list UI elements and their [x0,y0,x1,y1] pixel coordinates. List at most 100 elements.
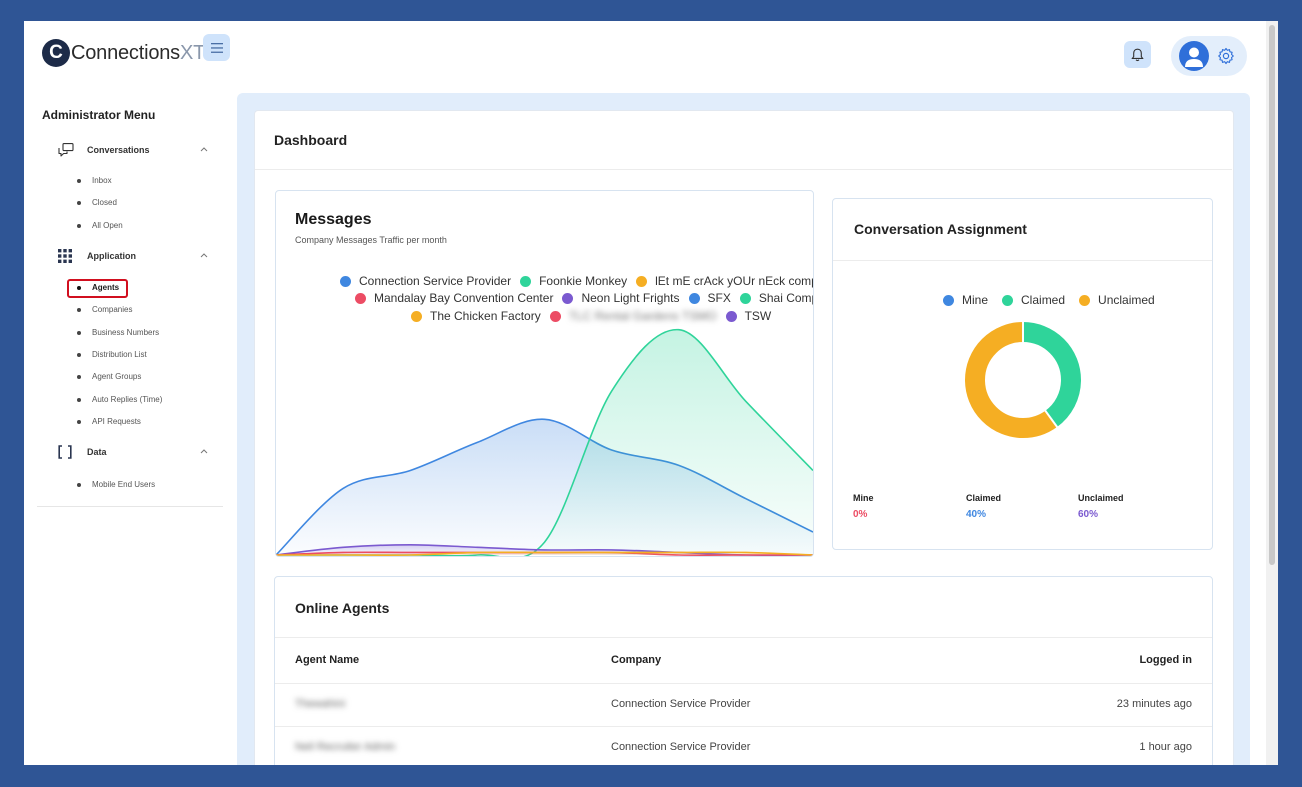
chart-legend-row: Connection Service Provider Foonkie Monk… [340,274,813,288]
chevron-up-icon[interactable] [200,448,208,454]
sidebar-section-label: Conversations [87,145,150,155]
legend-dot [549,310,561,322]
series-area [276,329,813,556]
stat-mine: Mine 0% [853,493,874,520]
table-row[interactable]: Thewahini Connection Service Provider 23… [275,683,1212,727]
logo-text: ConnectionsXT™ [71,42,211,65]
logo-suffix: XT [179,41,206,64]
legend-dot [739,292,751,304]
chat-bubbles-icon [58,143,74,157]
messages-area-chart [276,328,813,556]
bullet-dot [77,286,81,290]
profile-menu[interactable] [1171,36,1247,76]
stat-value: 40% [966,509,987,520]
series-line[interactable] [276,551,813,556]
legend-dot [340,275,351,287]
scrollbar-thumb[interactable] [1269,25,1275,565]
legend-item[interactable]: TSW [725,309,771,323]
legend-dot [411,310,422,322]
legend-label: Shai Compa [758,291,813,305]
legend-label: Neon Light Frights [581,291,680,305]
legend-item[interactable]: Foonkie Monkey [520,274,627,288]
divider [255,169,1232,170]
legend-dot [725,310,737,322]
card-title: Online Agents [295,600,390,616]
legend-label: Unclaimed [1098,293,1155,307]
page-title: Dashboard [274,132,348,148]
legend-item[interactable]: lEt mE crAck yOUr nEck compar [636,274,813,288]
legend-item[interactable]: Unclaimed [1079,293,1155,307]
notifications-button[interactable] [1124,41,1151,68]
bullet-dot [77,375,81,379]
sidebar-item-label: API Requests [92,417,141,426]
legend-item[interactable]: Neon Light Frights [562,291,680,305]
legend-item[interactable]: Claimed [1002,293,1065,307]
logo-mark-icon: C [42,39,70,67]
slice-separator [1043,409,1059,429]
avatar[interactable] [1179,41,1209,71]
legend-item[interactable]: Connection Service Provider [340,274,511,288]
company-cell: Connection Service Provider [611,698,751,710]
agent-name-cell: Neil Recruiter Admin [295,741,396,753]
legend-dot [1079,294,1091,306]
brackets-icon [58,445,72,459]
legend-item[interactable]: The Chicken Factory [411,309,541,323]
legend-label: The Chicken Factory [430,309,541,323]
bullet-dot [77,179,81,183]
sidebar-section-label: Application [87,251,136,261]
bullet-dot [77,224,81,228]
sidebar-toggle-button[interactable] [203,34,230,61]
legend-label: TLC Rental Gardens TSMO [568,309,717,323]
legend-item[interactable]: Mandalay Bay Convention Center [355,291,553,305]
sidebar-item-label: Inbox [92,176,112,185]
sidebar-item-label: Closed [92,198,117,207]
bullet-dot [77,420,81,424]
bullet-dot [77,201,81,205]
chart-legend-row: Mandalay Bay Convention Center Neon Ligh… [355,291,813,305]
app-logo[interactable]: C ConnectionsXT™ [42,39,211,67]
assignment-donut-chart [965,321,1081,438]
legend-item[interactable]: SFX [688,291,731,305]
chart-subtitle: Company Messages Traffic per month [295,235,447,245]
sidebar-item-label: Auto Replies (Time) [92,395,163,404]
legend-item[interactable]: Shai Compa [739,291,813,305]
bullet-dot [77,398,81,402]
legend-dot [1002,294,1014,306]
sidebar-divider [37,506,223,507]
sidebar-item-label: Business Numbers [92,328,160,337]
gear-icon[interactable] [1217,47,1235,65]
stat-value: 60% [1078,509,1099,520]
legend-item[interactable]: Mine [943,293,988,307]
messages-chart-card: Messages Company Messages Traffic per mo… [275,190,814,557]
legend-item[interactable]: TLC Rental Gardens TSMO [549,309,717,323]
bullet-dot [77,483,81,487]
table-row[interactable]: Neil Recruiter Admin Connection Service … [275,726,1212,765]
chart-legend-row: The Chicken Factory TLC Rental Gardens T… [411,309,780,323]
sidebar-section-application[interactable]: Application [24,247,224,267]
bullet-dot [77,331,81,335]
chevron-up-icon[interactable] [200,146,208,152]
legend-dot [688,292,700,304]
column-header-company[interactable]: Company [611,654,662,666]
active-item-highlight [67,279,128,298]
divider [275,637,1212,638]
sidebar-section-conversations[interactable]: Conversations [24,141,224,161]
chevron-up-icon[interactable] [200,252,208,258]
sidebar-section-label: Data [87,447,107,457]
app-window: C ConnectionsXT™ Administrator Menu [24,21,1278,765]
column-header-agent-name[interactable]: Agent Name [295,654,360,666]
page-scrollbar[interactable] [1266,21,1278,765]
sidebar-item-label: Agents [92,283,120,292]
donut-legend: Mine Claimed Unclaimed [943,293,1169,307]
bullet-dot [77,308,81,312]
sidebar-item-label: All Open [92,221,123,230]
column-header-logged-in[interactable]: Logged in [1139,654,1192,666]
sidebar-item-label: Distribution List [92,350,147,359]
grid-icon [58,249,72,263]
stat-label: Claimed [966,493,1002,503]
legend-label: SFX [707,291,731,305]
sidebar-section-data[interactable]: Data [24,443,224,463]
legend-label: Claimed [1021,293,1066,307]
legend-label: Mandalay Bay Convention Center [374,291,554,305]
logo-name: Connections [71,41,180,64]
